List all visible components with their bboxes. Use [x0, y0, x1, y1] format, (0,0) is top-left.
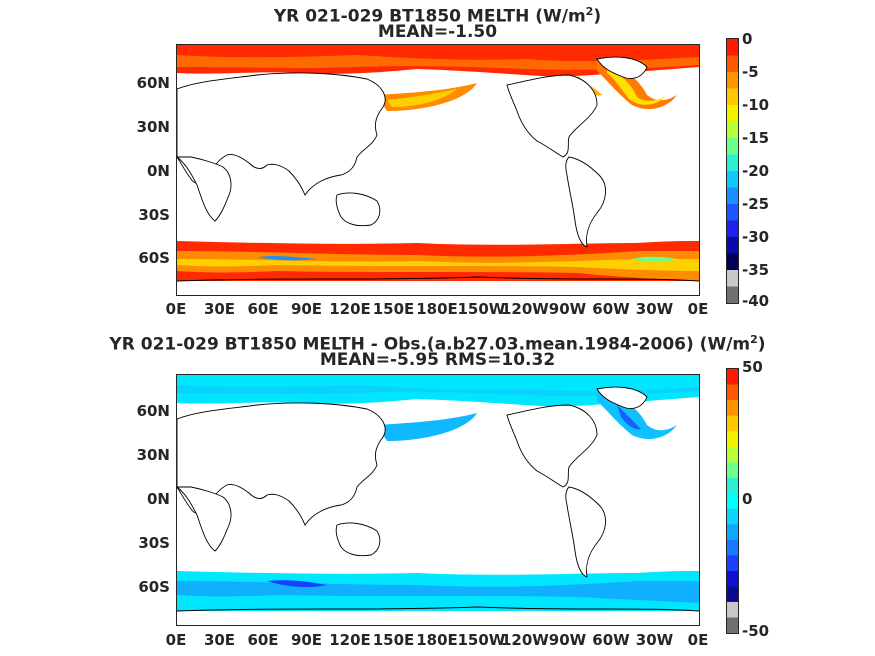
- panel1-colorbar-swatch: [727, 253, 738, 271]
- panel1-colorbar-swatch: [727, 204, 738, 221]
- panel2-x-tick: 60W: [592, 631, 630, 649]
- panel2-title-close: ): [757, 334, 766, 355]
- panel2-y-tick: 30S: [138, 534, 170, 552]
- panel1-map-svg: [177, 45, 699, 295]
- panel2-colorbar-swatch: [727, 570, 738, 587]
- panel1-map: [176, 44, 700, 296]
- panel2-x-tick: 0E: [687, 631, 709, 649]
- panel2-title-sup: 2: [750, 333, 758, 346]
- panel1-colorbar-swatch: [727, 121, 738, 139]
- panel1-colorbar-swatch: [727, 237, 738, 254]
- panel2-map: [176, 374, 700, 626]
- panel2-x-tick: 90W: [548, 631, 587, 649]
- panel1-y-tick: 0N: [147, 162, 170, 180]
- panel2-colorbar-swatch: [727, 601, 738, 618]
- panel2-y-tick: 0N: [147, 490, 170, 508]
- panel2-x-tick: 150W: [457, 631, 506, 649]
- panel2-colorbar-swatch: [727, 446, 738, 463]
- panel2-colorbar: [726, 368, 739, 634]
- panel1-x-tick: 60W: [592, 300, 630, 318]
- panel2-title: YR 021-029 BT1850 MELTH - Obs.(a.b27.03.…: [0, 330, 875, 355]
- panel2-cb-label: 0: [742, 490, 753, 508]
- panel1-colorbar: [726, 38, 739, 304]
- panel1-title: YR 021-029 BT1850 MELTH (W/m2): [0, 2, 875, 27]
- panel2-x-tick: 30W: [635, 631, 674, 649]
- panel2-x-tick: 180E: [416, 631, 458, 649]
- panel1-colorbar-swatch: [727, 171, 738, 188]
- panel1-x-tick: 90E: [290, 300, 323, 318]
- panel1-colorbar-swatch: [727, 105, 738, 122]
- panel2-colorbar-swatch: [727, 555, 738, 572]
- panel1-colorbar-swatch: [727, 138, 738, 155]
- panel2-x-tick: 120E: [329, 631, 371, 649]
- panel1-colorbar-swatch: [727, 55, 738, 73]
- panel2-x-tick: 120W: [501, 631, 549, 649]
- panel1-x-tick: 0E: [165, 300, 187, 318]
- panel2-x-tick: 150E: [372, 631, 415, 649]
- panel2-colorbar-swatch: [727, 369, 738, 386]
- panel2-colorbar-swatch: [727, 617, 738, 633]
- panel1-title-sup: 2: [585, 5, 594, 18]
- panel2-colorbar-svg: [727, 369, 738, 633]
- panel1-colorbar-svg: [727, 39, 738, 303]
- panel2-cb-label: 50: [742, 358, 763, 376]
- panel2-colorbar-swatch: [727, 477, 738, 494]
- panel2-stats: MEAN=-5.95 RMS=10.32: [319, 350, 556, 370]
- panel1-x-tick: 180E: [416, 300, 458, 318]
- panel2-x-tick: 60E: [247, 631, 279, 649]
- panel1-x-tick: 30E: [203, 300, 236, 318]
- panel1-cb-label: -10: [742, 96, 770, 114]
- panel1-x-tick: 120W: [501, 300, 549, 318]
- panel1-mean: MEAN=-1.50: [377, 22, 498, 42]
- panel1-title-close: ): [593, 6, 602, 27]
- panel2-colorbar-swatch: [727, 539, 738, 556]
- panel2-colorbar-swatch: [727, 384, 738, 401]
- panel1-x-tick: 120E: [329, 300, 371, 318]
- panel2-colorbar-swatch: [727, 462, 738, 479]
- panel1-colorbar-swatch: [727, 154, 738, 172]
- panel1-y-tick: 60N: [136, 74, 170, 92]
- panel2-y-tick: 60N: [136, 402, 170, 420]
- panel2-colorbar-swatch: [727, 431, 738, 448]
- panel1-cb-label: -35: [742, 261, 770, 279]
- panel1-colorbar-swatch: [727, 88, 738, 106]
- panel2-colorbar-swatch: [727, 415, 738, 432]
- panel1-y-tick: 30S: [138, 206, 170, 224]
- panel1-cb-label: -40: [742, 292, 770, 310]
- panel1-colorbar-swatch: [727, 220, 738, 238]
- panel1-x-tick: 0E: [687, 300, 709, 318]
- panel1-colorbar-swatch: [727, 39, 738, 56]
- panel1-x-tick: 150E: [372, 300, 415, 318]
- panel2-x-tick: 90E: [290, 631, 323, 649]
- panel2-colorbar-swatch: [727, 400, 738, 417]
- panel1-cb-label: -20: [742, 162, 770, 180]
- panel1-cb-label: -15: [742, 129, 770, 147]
- panel1-cb-label: 0: [742, 30, 753, 48]
- panel2-colorbar-swatch: [727, 586, 738, 603]
- panel1-colorbar-swatch: [727, 187, 738, 205]
- panel1-title-text: YR 021-029 BT1850 MELTH (W/m: [273, 6, 586, 27]
- panel2-colorbar-swatch: [727, 508, 738, 525]
- panel1-x-tick: 150W: [457, 300, 506, 318]
- panel2-cb-label: -50: [742, 622, 770, 640]
- panel2-colorbar-swatch: [727, 493, 738, 510]
- panel1-x-tick: 30W: [635, 300, 674, 318]
- panel2-y-tick: 30N: [136, 446, 170, 464]
- panel1-x-tick: 60E: [247, 300, 279, 318]
- panel1-colorbar-swatch: [727, 270, 738, 287]
- panel1-cb-label: -25: [742, 195, 770, 213]
- panel1-colorbar-swatch: [727, 286, 738, 303]
- panel2-colorbar-swatch: [727, 524, 738, 541]
- panel2-x-tick: 30E: [203, 631, 236, 649]
- panel1-x-tick: 90W: [548, 300, 587, 318]
- panel1-y-tick: 30N: [136, 118, 170, 136]
- panel1-cb-label: -5: [742, 63, 759, 81]
- panel2-map-svg: [177, 375, 699, 612]
- panel1-colorbar-swatch: [727, 72, 738, 89]
- panel2-x-tick: 0E: [165, 631, 187, 649]
- panel1-cb-label: -30: [742, 228, 770, 246]
- panel1-y-tick: 60S: [138, 249, 170, 267]
- panel2-y-tick: 60S: [138, 578, 170, 596]
- panel2-title-text: YR 021-029 BT1850 MELTH - Obs.(a.b27.03.…: [109, 334, 751, 355]
